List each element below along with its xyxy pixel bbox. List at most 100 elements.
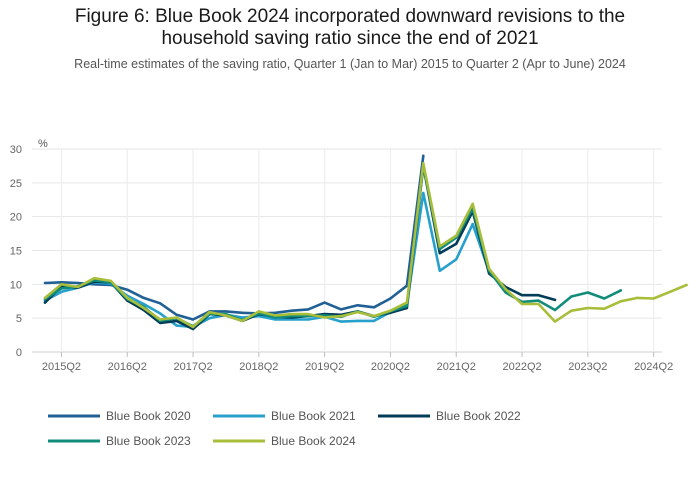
data-point-blue-book-2024: [175, 316, 178, 319]
data-point-blue-book-2020: [307, 308, 310, 311]
x-tick-label: 2020Q2: [371, 361, 410, 373]
data-point-blue-book-2022: [455, 242, 458, 245]
data-point-blue-book-2023: [405, 304, 409, 308]
data-point-blue-book-2022: [520, 293, 524, 297]
data-point-blue-book-2020: [175, 313, 178, 316]
legend-item-blue-book-2021[interactable]: Blue Book 2021: [213, 409, 356, 423]
data-point-blue-book-2024: [553, 320, 557, 323]
gridlines: [32, 148, 662, 353]
data-point-blue-book-2020: [405, 284, 409, 287]
data-point-blue-book-2024: [142, 306, 145, 310]
data-point-blue-book-2023: [570, 295, 573, 298]
data-point-blue-book-2024: [76, 285, 80, 289]
legend-label: Blue Book 2024: [271, 434, 356, 448]
data-point-blue-book-2024: [487, 267, 491, 270]
y-tick-label: 5: [16, 313, 22, 325]
data-point-blue-book-2021: [471, 222, 474, 226]
data-point-blue-book-2024: [307, 312, 310, 316]
data-point-blue-book-2024: [290, 312, 293, 316]
data-point-blue-book-2024: [323, 316, 326, 319]
data-point-blue-book-2022: [553, 298, 557, 302]
data-point-blue-book-2024: [158, 318, 162, 321]
data-point-blue-book-2023: [603, 297, 606, 300]
series-lines: [43, 154, 688, 331]
data-point-blue-book-2024: [537, 302, 540, 306]
data-point-blue-book-2023: [438, 247, 441, 251]
series-line-blue-book-2020: [43, 154, 425, 321]
data-point-blue-book-2024: [257, 310, 261, 313]
data-point-blue-book-2020: [356, 304, 359, 307]
data-point-blue-book-2021: [307, 318, 310, 321]
y-tick-label: 25: [10, 178, 22, 190]
data-point-blue-book-2024: [570, 309, 573, 312]
data-point-blue-book-2023: [60, 287, 63, 290]
data-point-blue-book-2020: [323, 301, 326, 304]
y-tick-label: 0: [16, 347, 22, 359]
data-point-blue-book-2021: [175, 324, 178, 327]
data-point-blue-book-2022: [537, 293, 540, 297]
x-tick-label: 2015Q2: [42, 361, 81, 373]
y-axis-unit-label: %: [38, 138, 48, 150]
series-line-blue-book-2023: [43, 163, 623, 328]
data-point-blue-book-2020: [191, 318, 195, 321]
data-point-blue-book-2023: [290, 314, 293, 318]
legend-item-blue-book-2023[interactable]: Blue Book 2023: [48, 434, 191, 448]
data-point-blue-book-2022: [158, 321, 162, 325]
data-point-blue-book-2024: [685, 283, 688, 287]
x-tick-label: 2022Q2: [502, 361, 541, 373]
data-point-blue-book-2024: [520, 302, 524, 306]
chart-title-line-1: Figure 6: Blue Book 2024 incorporated do…: [74, 6, 626, 27]
data-point-blue-book-2024: [356, 310, 359, 314]
data-point-blue-book-2022: [438, 252, 441, 255]
series-line-blue-book-2024: [43, 161, 688, 329]
data-point-blue-book-2024: [422, 162, 425, 165]
chart-subtitle: Real-time estimates of the saving ratio,…: [74, 57, 626, 71]
data-point-blue-book-2024: [504, 287, 507, 291]
y-tick-label: 20: [10, 212, 22, 224]
legend-label: Blue Book 2023: [106, 434, 191, 448]
data-point-blue-book-2021: [372, 319, 376, 323]
x-tick-label: 2017Q2: [173, 361, 212, 373]
data-point-blue-book-2024: [208, 310, 211, 314]
data-point-blue-book-2021: [208, 316, 211, 320]
data-point-blue-book-2020: [389, 297, 392, 300]
legend-label: Blue Book 2022: [436, 409, 521, 423]
data-point-blue-book-2024: [603, 307, 606, 310]
data-point-blue-book-2024: [224, 314, 228, 317]
data-point-blue-book-2020: [126, 288, 129, 291]
x-tick-label: 2021Q2: [437, 361, 476, 373]
x-tick-label: 2024Q2: [634, 361, 673, 373]
data-point-blue-book-2024: [274, 314, 277, 317]
data-point-blue-book-2021: [356, 319, 359, 323]
data-point-blue-book-2024: [652, 297, 655, 300]
data-point-blue-book-2024: [586, 306, 590, 310]
data-point-blue-book-2024: [191, 325, 195, 329]
series-line-blue-book-2022: [43, 164, 557, 331]
data-point-blue-book-2024: [43, 296, 47, 300]
data-point-blue-book-2023: [553, 308, 557, 312]
data-point-blue-book-2024: [109, 279, 113, 283]
legend-label: Blue Book 2020: [106, 409, 191, 423]
data-point-blue-book-2021: [422, 191, 425, 195]
data-point-blue-book-2021: [241, 316, 244, 319]
legend-item-blue-book-2020[interactable]: Blue Book 2020: [48, 409, 191, 423]
legend[interactable]: Blue Book 2020 Blue Book 2021 Blue Book 20…: [48, 409, 521, 448]
axes: 0 5 10 15 20 25 30 % 2015Q2 2016Q2 2017Q2 2018Q2 201…: [10, 138, 673, 373]
chart-title-line-2: household saving ratio since the end of …: [161, 28, 539, 49]
data-point-blue-book-2024: [339, 314, 343, 318]
data-point-blue-book-2024: [60, 283, 63, 286]
data-point-blue-book-2024: [93, 277, 96, 280]
data-point-blue-book-2024: [636, 296, 639, 300]
data-point-blue-book-2024: [389, 309, 392, 312]
legend-item-blue-book-2022[interactable]: Blue Book 2022: [378, 409, 521, 423]
data-point-blue-book-2020: [43, 281, 47, 285]
x-tick-label: 2018Q2: [239, 361, 278, 373]
legend-item-blue-book-2024[interactable]: Blue Book 2024: [213, 434, 356, 448]
data-point-blue-book-2020: [339, 308, 343, 311]
data-point-blue-book-2024: [668, 290, 672, 293]
data-point-blue-book-2023: [274, 316, 277, 319]
x-tick-label: 2016Q2: [108, 361, 147, 373]
legend-label: Blue Book 2021: [271, 409, 356, 423]
data-point-blue-book-2021: [290, 318, 293, 321]
data-point-blue-book-2020: [422, 154, 425, 157]
